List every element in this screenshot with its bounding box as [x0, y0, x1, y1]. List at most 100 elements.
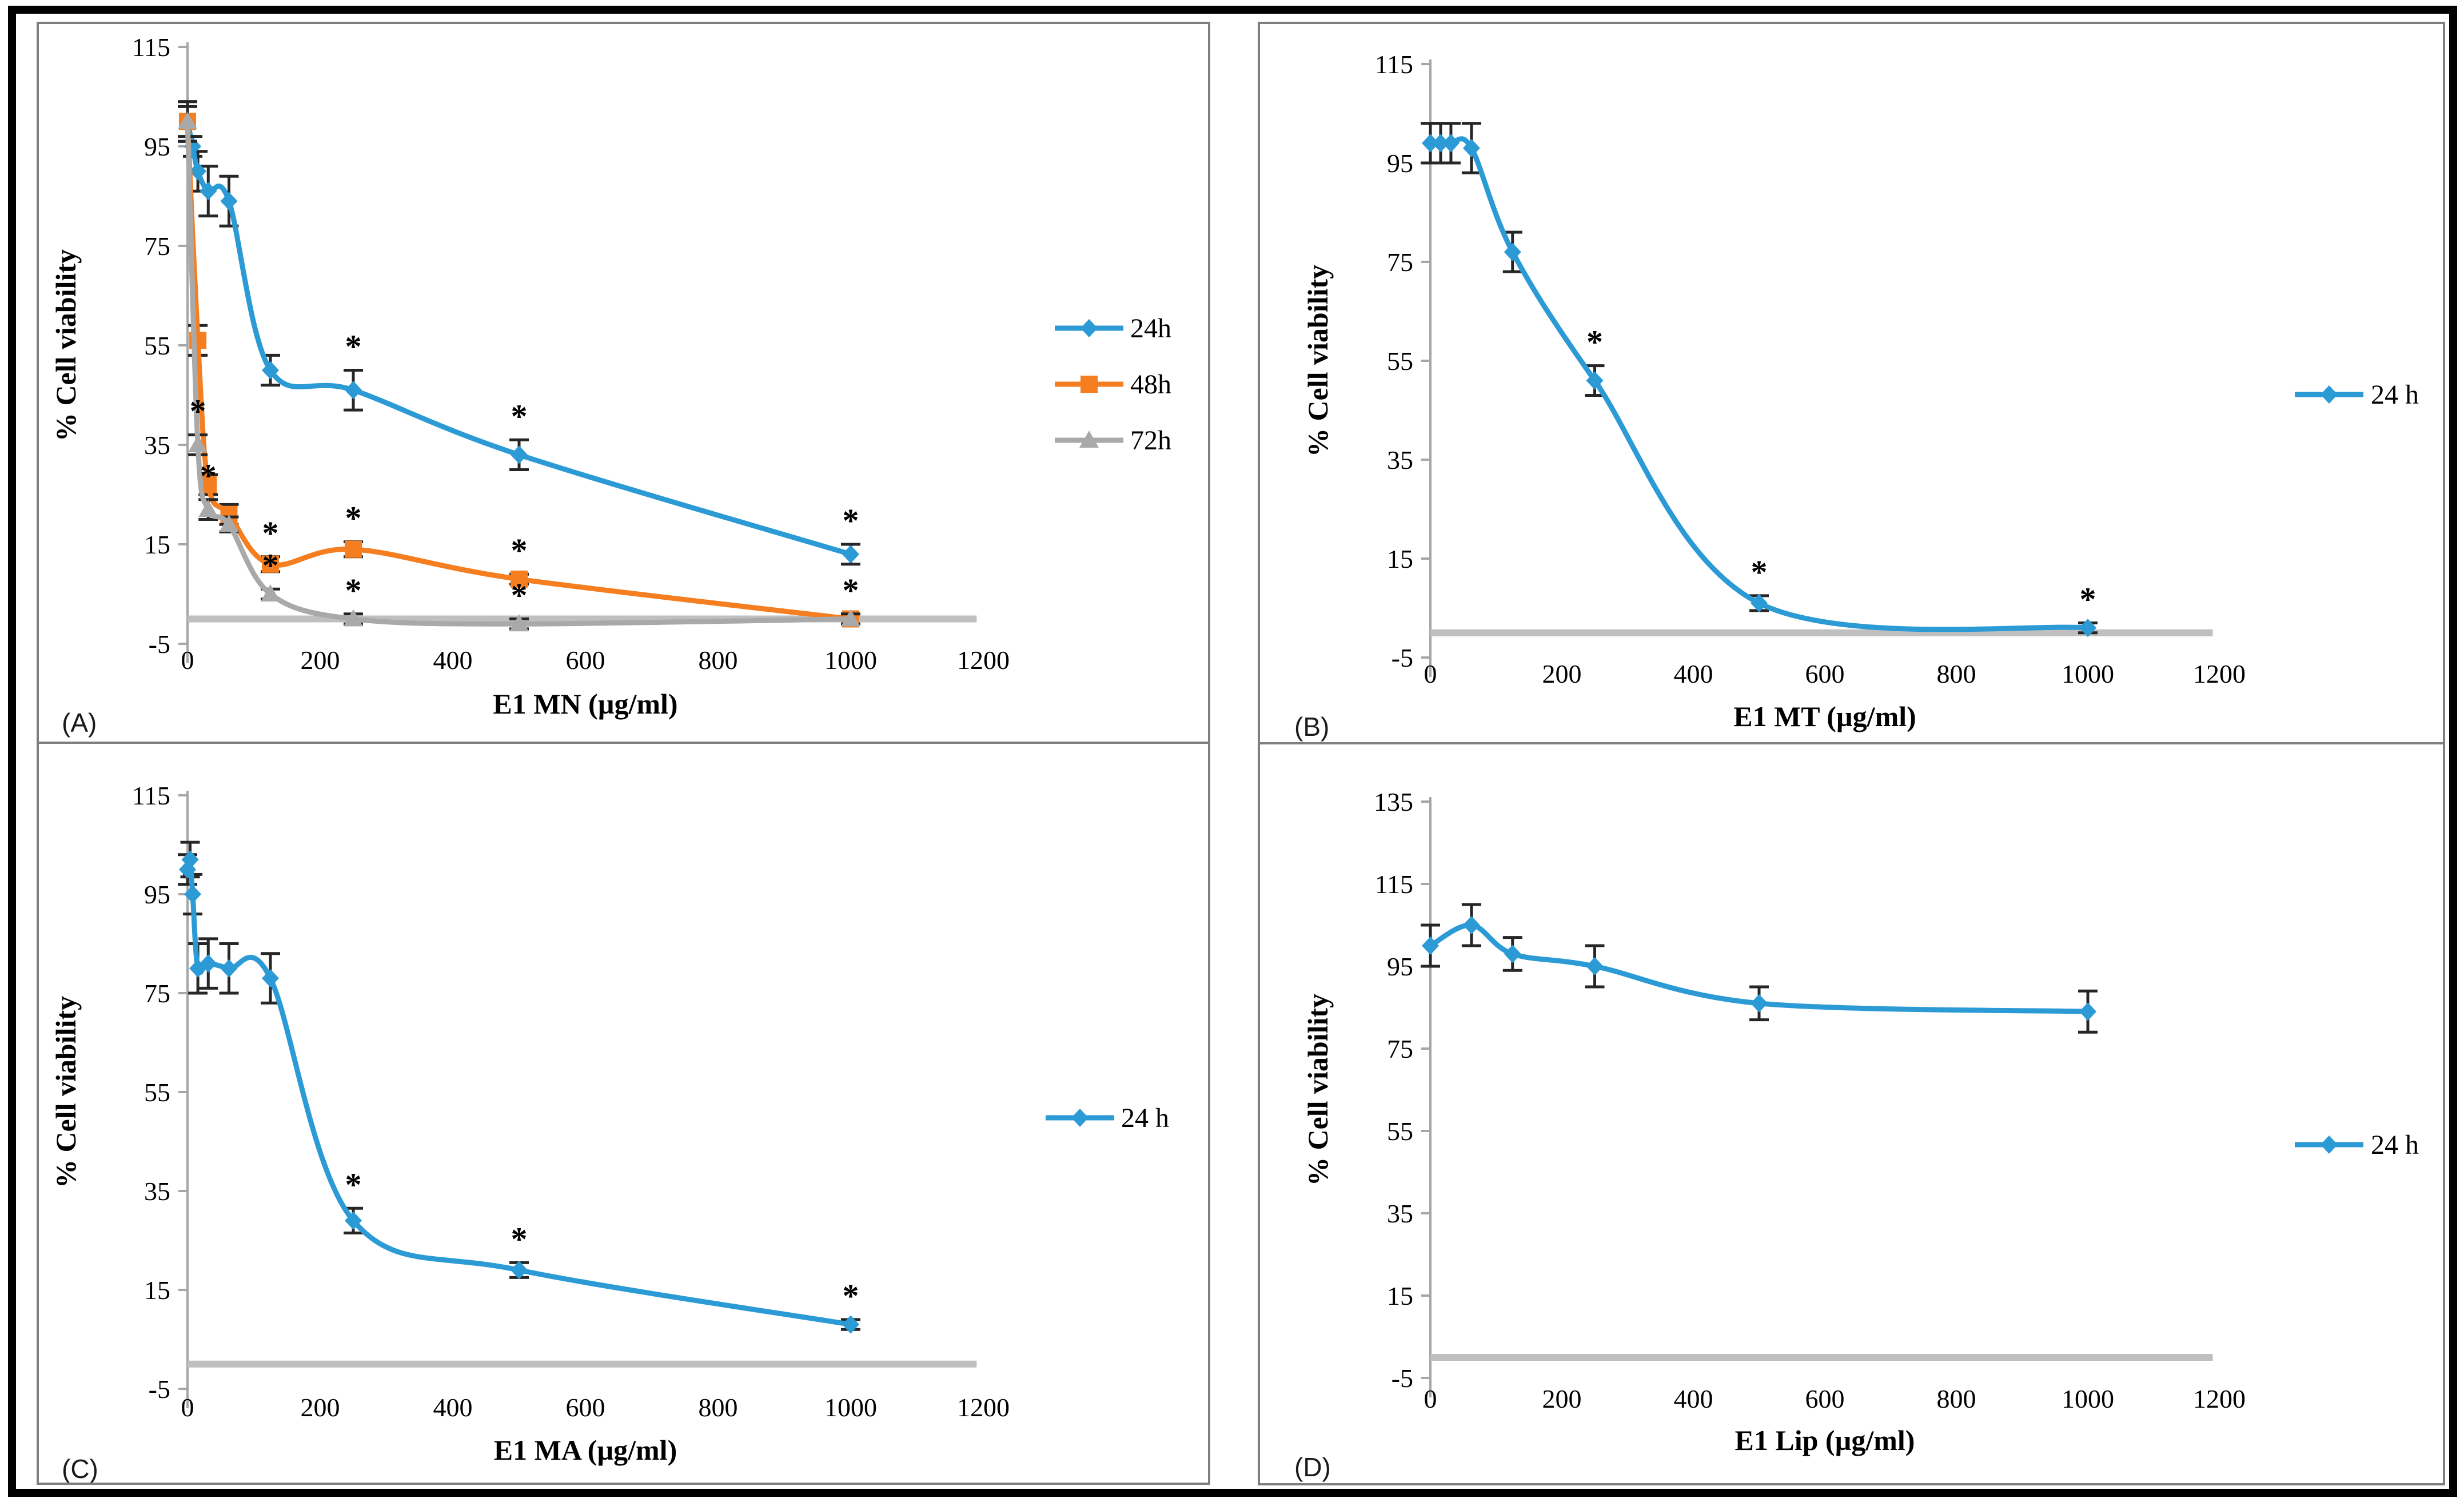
diamond-marker [1751, 593, 1768, 612]
significance-asterisk: * [1586, 324, 1603, 361]
y-tick-label: 115 [132, 781, 170, 810]
diamond-marker [511, 1261, 528, 1280]
triangle-marker [344, 609, 363, 627]
diamond-marker [842, 1315, 859, 1334]
y-tick-label: -5 [149, 630, 170, 659]
x-tick-label: 0 [181, 646, 194, 675]
panel-a: 115 95 75 55 35 15 -5 0 200 400 600 800 1000 1200 * * * *… [37, 22, 1210, 744]
legend-triangle-marker [1079, 431, 1099, 448]
significance-asterisk: * [843, 502, 859, 539]
y-axis-title: % Cell viability [50, 996, 82, 1188]
y-tick-label: 95 [144, 880, 170, 909]
y-tick-label: 35 [1387, 445, 1413, 475]
y-tick-label: 15 [1387, 544, 1413, 573]
diamond-marker [1504, 945, 1521, 963]
y-axis-title: % Cell viability [50, 249, 82, 441]
y-axis-title: % Cell viability [1302, 994, 1334, 1186]
diamond-marker [220, 192, 238, 210]
diamond-marker [262, 361, 279, 380]
x-tick-label: 0 [1424, 659, 1437, 688]
triangle-marker [198, 500, 218, 517]
significance-asterisk: * [262, 515, 279, 552]
diamond-marker [184, 885, 202, 903]
diamond-marker [511, 445, 528, 464]
diamond-marker [1422, 937, 1439, 955]
x-tick-label: 0 [181, 1393, 194, 1422]
triangle-marker [188, 435, 208, 452]
y-tick-label: 75 [1387, 248, 1413, 277]
significance-asterisk: * [843, 1277, 859, 1314]
diamond-marker [1422, 134, 1439, 153]
y-tick-label: 115 [1375, 870, 1413, 899]
diamond-marker [1751, 994, 1768, 1013]
x-tick-label: 800 [1937, 1384, 1976, 1413]
x-axis-title: E1 Lip (µg/ml) [1735, 1424, 1915, 1456]
diamond-marker [1462, 916, 1480, 934]
diamond-marker [345, 1211, 362, 1230]
diamond-marker [842, 545, 859, 564]
legend-label: 24h [1130, 313, 1171, 344]
significance-asterisk: * [190, 393, 206, 430]
legend-diamond-marker [1071, 1109, 1089, 1127]
x-tick-label: 600 [566, 646, 605, 675]
x-tick-label: 1000 [2062, 1384, 2114, 1413]
panel-c-chart: 115 95 75 55 35 15 -5 0 200 400 600 800 1000 1200 * * * E… [50, 781, 1169, 1483]
panel-d-chart: 135 115 95 75 55 35 15 -5 0 200 400 600 800 1000 1200 E… [1294, 787, 2419, 1482]
y-tick-label: -5 [1392, 643, 1413, 672]
y-tick-label: 55 [144, 331, 170, 360]
y-tick-label: 75 [144, 232, 170, 261]
x-tick-label: 200 [301, 1393, 340, 1422]
x-tick-label: 800 [699, 646, 738, 675]
panel-letter: (B) [1294, 712, 1329, 742]
legend-label: 48h [1130, 369, 1171, 400]
triangle-marker [841, 609, 860, 627]
diamond-marker [345, 381, 362, 400]
panel-letter: (A) [62, 708, 97, 738]
diamond-marker [1586, 957, 1604, 975]
panel-b: 115 95 75 55 35 15 -5 0 200 400 600 800 1000 1200 * * * E… [1258, 22, 2445, 744]
diamond-marker [200, 182, 217, 201]
panel-c: 115 95 75 55 35 15 -5 0 200 400 600 800 1000 1200 * * * E… [37, 742, 1210, 1485]
diamond-marker [2079, 1002, 2096, 1021]
triangle-marker [178, 111, 197, 129]
x-tick-label: 400 [433, 1393, 473, 1422]
diamond-marker [1442, 134, 1460, 153]
diamond-marker [200, 954, 217, 973]
series-line-24h [185, 119, 854, 557]
square-marker [262, 555, 279, 573]
panel-letter: (C) [62, 1454, 98, 1483]
diamond-marker [189, 162, 207, 181]
significance-asterisk: * [511, 577, 528, 614]
y-tick-label: 75 [1387, 1034, 1413, 1063]
significance-asterisk: * [345, 328, 362, 365]
y-tick-label: 115 [1375, 50, 1413, 79]
diamond-marker [181, 850, 199, 869]
legend-label: 24 h [2371, 1130, 2419, 1160]
y-tick-label: 115 [132, 33, 170, 62]
x-axis-title: E1 MT (µg/ml) [1733, 700, 1916, 732]
y-tick-label: 55 [144, 1078, 170, 1107]
x-tick-label: 400 [1674, 1384, 1713, 1413]
diamond-marker [220, 959, 238, 978]
y-tick-label: 15 [144, 1276, 170, 1305]
diamond-marker [1432, 134, 1449, 153]
x-tick-label: 600 [566, 1393, 605, 1422]
diamond-marker [1462, 139, 1480, 158]
x-tick-label: 400 [433, 646, 473, 675]
legend-diamond-marker [1081, 319, 1098, 337]
x-tick-label: 200 [1542, 1384, 1582, 1413]
y-tick-label: -5 [1392, 1364, 1413, 1393]
legend-square-marker [1081, 376, 1098, 393]
significance-asterisk: * [511, 397, 528, 435]
square-marker [345, 540, 362, 558]
legend-label: 24 h [2371, 380, 2419, 410]
significance-asterisk: * [511, 1220, 528, 1257]
significance-asterisk: * [1751, 553, 1768, 591]
y-tick-label: 35 [144, 431, 170, 460]
significance-asterisk: * [200, 457, 217, 495]
legend-label: 72h [1130, 425, 1171, 456]
y-tick-label: 15 [1387, 1281, 1413, 1310]
x-tick-label: 400 [1674, 659, 1713, 688]
